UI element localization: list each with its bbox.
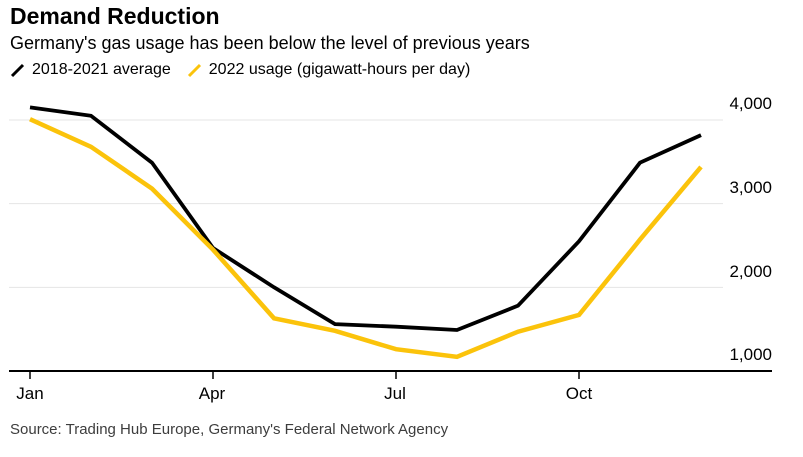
series-line-2022-usage [29, 117, 703, 360]
line-chart-plot [9, 105, 772, 379]
chart-subtitle: Germany's gas usage has been below the l… [10, 33, 530, 53]
chart-legend: 2018-2021 average 2022 usage (gigawatt-h… [10, 61, 470, 79]
y-axis-label-1000: 1,000 [729, 345, 772, 364]
x-axis-label-jul: Jul [384, 384, 406, 403]
x-axis-label-jan: Jan [16, 384, 44, 403]
source-attribution: Source: Trading Hub Europe, Germany's Fe… [10, 421, 449, 438]
chart-title: Demand Reduction [10, 3, 220, 29]
y-axis-label-4000: 4,000 [729, 94, 772, 113]
legend-label-average: 2018-2021 average [32, 61, 171, 78]
legend-item-2022: 2022 usage (gigawatt-hours per day) [187, 61, 471, 79]
legend-item-average: 2018-2021 average [10, 61, 171, 79]
y-axis-label-3000: 3,000 [729, 178, 772, 197]
series-line-2018-2021-average [29, 105, 702, 332]
x-axis-label-apr: Apr [198, 384, 226, 403]
legend-slash-icon-yellow [187, 63, 201, 77]
legend-slash-icon-black [10, 63, 25, 77]
x-axis-label-oct: Oct [565, 384, 593, 403]
legend-label-2022: 2022 usage (gigawatt-hours per day) [208, 61, 471, 78]
y-axis-label-2000: 2,000 [729, 262, 772, 281]
